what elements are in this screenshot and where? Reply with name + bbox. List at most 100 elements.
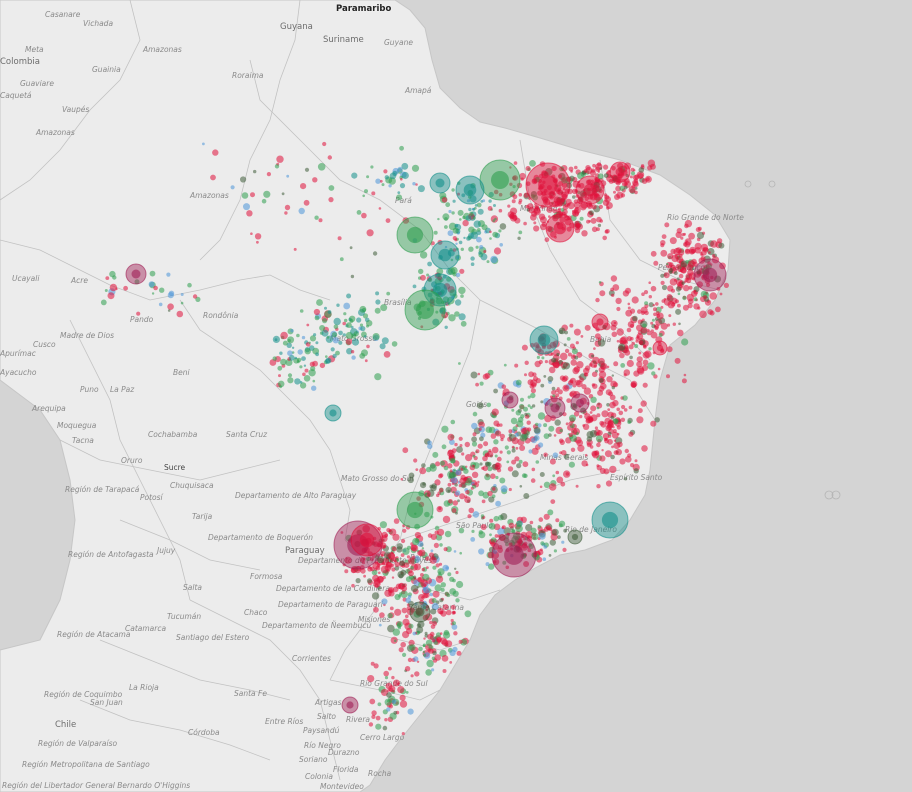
data-circle[interactable]: [410, 584, 418, 593]
data-circle[interactable]: [598, 337, 602, 341]
data-circle[interactable]: [598, 357, 605, 365]
data-circle[interactable]: [558, 207, 562, 211]
data-circle[interactable]: [413, 656, 419, 662]
data-circle[interactable]: [370, 661, 375, 666]
data-circle[interactable]: [562, 547, 567, 553]
data-circle[interactable]: [594, 450, 600, 456]
data-circle[interactable]: [557, 189, 564, 196]
data-circle[interactable]: [718, 242, 725, 249]
data-circle[interactable]: [400, 178, 403, 181]
data-circle[interactable]: [420, 573, 424, 577]
data-circle[interactable]: [555, 389, 559, 393]
data-circle[interactable]: [346, 293, 352, 299]
data-circle[interactable]: [405, 614, 409, 619]
data-circle[interactable]: [537, 412, 546, 420]
data-circle[interactable]: [241, 192, 249, 199]
data-circle[interactable]: [596, 464, 600, 468]
data-circle[interactable]: [339, 257, 344, 262]
data-circle[interactable]: [303, 375, 311, 382]
data-circle[interactable]: [616, 339, 620, 343]
data-circle[interactable]: [456, 650, 462, 656]
data-circle[interactable]: [589, 430, 598, 438]
data-circle[interactable]: [466, 236, 471, 241]
data-circle[interactable]: [552, 452, 559, 459]
data-circle[interactable]: [419, 251, 428, 259]
data-circle[interactable]: [345, 338, 353, 345]
data-circle[interactable]: [568, 166, 574, 172]
data-circle[interactable]: [525, 204, 530, 209]
data-circle[interactable]: [484, 473, 491, 481]
data-circle[interactable]: [411, 164, 420, 172]
data-circle[interactable]: [591, 371, 598, 378]
data-circle[interactable]: [633, 468, 639, 474]
data-circle[interactable]: [485, 462, 491, 468]
data-circle[interactable]: [537, 525, 542, 529]
data-circle[interactable]: [488, 563, 495, 570]
data-circle[interactable]: [432, 451, 439, 458]
data-circle[interactable]: [383, 670, 390, 677]
data-circle[interactable]: [514, 363, 519, 368]
data-circle[interactable]: [676, 256, 684, 264]
data-circle[interactable]: [677, 292, 681, 296]
data-circle[interactable]: [553, 434, 557, 437]
data-circle[interactable]: [427, 261, 432, 267]
data-circle[interactable]: [419, 467, 427, 475]
data-circle[interactable]: [648, 302, 654, 308]
data-circle[interactable]: [304, 368, 309, 373]
data-circle[interactable]: [530, 194, 536, 199]
data-circle[interactable]: [329, 409, 337, 417]
data-circle[interactable]: [597, 430, 603, 436]
data-circle[interactable]: [445, 486, 452, 494]
data-circle[interactable]: [543, 433, 550, 439]
data-circle[interactable]: [374, 373, 382, 381]
data-circle[interactable]: [359, 532, 375, 548]
data-circle[interactable]: [492, 558, 500, 566]
data-circle[interactable]: [337, 236, 342, 241]
data-circle[interactable]: [365, 556, 371, 562]
data-circle[interactable]: [314, 215, 319, 220]
data-circle[interactable]: [274, 338, 278, 342]
data-circle[interactable]: [361, 561, 366, 565]
data-circle[interactable]: [389, 606, 394, 611]
data-circle[interactable]: [482, 199, 486, 203]
data-circle[interactable]: [512, 426, 518, 432]
data-circle[interactable]: [516, 463, 522, 469]
data-circle[interactable]: [397, 166, 403, 173]
data-circle[interactable]: [501, 525, 506, 530]
data-circle[interactable]: [440, 610, 447, 617]
data-circle[interactable]: [657, 367, 661, 371]
data-circle[interactable]: [540, 541, 545, 546]
data-circle[interactable]: [629, 175, 633, 179]
data-circle[interactable]: [579, 414, 583, 419]
data-circle[interactable]: [381, 598, 388, 605]
data-circle[interactable]: [616, 328, 624, 336]
data-circle[interactable]: [626, 359, 634, 368]
data-circle[interactable]: [391, 576, 395, 579]
data-circle[interactable]: [338, 340, 343, 345]
data-circle[interactable]: [702, 247, 709, 253]
data-circle[interactable]: [434, 525, 440, 531]
data-circle[interactable]: [278, 374, 281, 378]
data-circle[interactable]: [572, 195, 576, 199]
data-circle[interactable]: [596, 484, 601, 489]
data-circle[interactable]: [636, 416, 644, 424]
data-circle[interactable]: [538, 442, 544, 448]
data-circle[interactable]: [560, 481, 566, 487]
data-circle[interactable]: [442, 564, 450, 572]
data-circle[interactable]: [246, 210, 253, 217]
data-circle[interactable]: [407, 545, 411, 550]
data-circle[interactable]: [416, 301, 434, 319]
data-circle[interactable]: [606, 376, 613, 383]
data-circle[interactable]: [287, 336, 295, 344]
data-circle[interactable]: [366, 229, 374, 237]
data-circle[interactable]: [623, 477, 628, 481]
data-circle[interactable]: [530, 388, 537, 394]
data-circle[interactable]: [316, 299, 323, 306]
data-circle[interactable]: [417, 550, 423, 556]
data-circle[interactable]: [602, 235, 607, 241]
data-circle[interactable]: [447, 482, 452, 487]
data-circle[interactable]: [426, 659, 434, 668]
data-circle[interactable]: [407, 708, 414, 715]
data-circle[interactable]: [322, 141, 327, 147]
data-circle[interactable]: [308, 369, 316, 377]
